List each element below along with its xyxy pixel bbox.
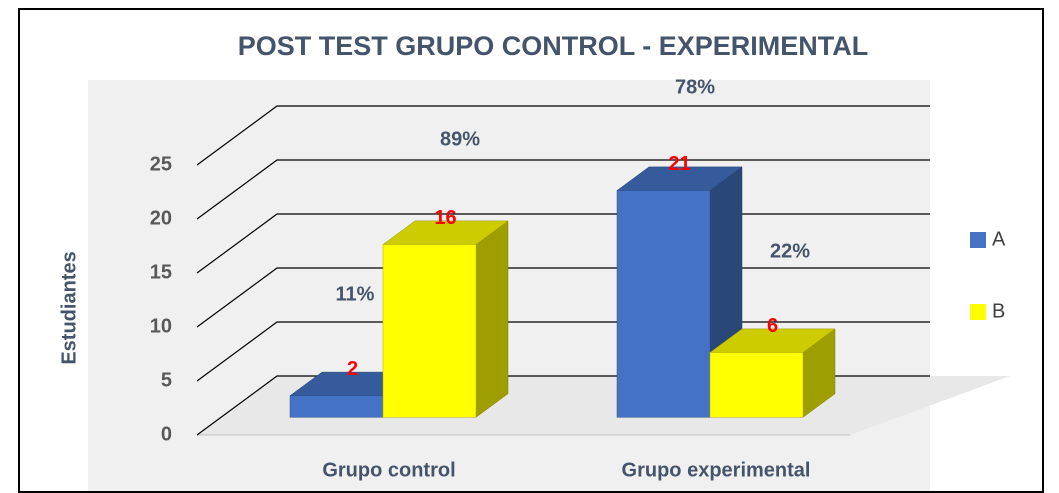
bar xyxy=(382,244,477,418)
legend-label: B xyxy=(992,300,1005,322)
bar xyxy=(616,190,711,418)
bar xyxy=(709,352,804,418)
annotation: 11% xyxy=(336,283,375,305)
legend-label: A xyxy=(992,228,1006,250)
y-tick-label: 10 xyxy=(150,315,172,337)
legend-swatch xyxy=(970,232,986,248)
bar-3d xyxy=(709,328,836,418)
bar-side xyxy=(475,220,509,418)
bar-3d xyxy=(616,166,743,418)
annotation: 89% xyxy=(440,128,480,150)
x-tick-label: Grupo control xyxy=(322,459,455,481)
data-label: 2 xyxy=(347,358,358,380)
grid-line xyxy=(196,105,930,166)
bar xyxy=(289,395,384,418)
grid-line xyxy=(196,159,930,220)
y-tick-label: 20 xyxy=(150,207,172,229)
annotation: 22% xyxy=(770,240,810,262)
y-axis-label: Estudiantes xyxy=(58,251,80,364)
y-tick-label: 15 xyxy=(150,261,172,283)
x-tick-label: Grupo experimental xyxy=(622,459,811,481)
bar-3d xyxy=(382,220,509,418)
legend-swatch xyxy=(970,304,986,320)
annotation: 78% xyxy=(675,76,715,98)
y-tick-label: 5 xyxy=(161,369,172,391)
y-tick-label: 0 xyxy=(161,423,172,445)
y-tick-label: 25 xyxy=(150,153,172,175)
data-label: 6 xyxy=(767,315,778,337)
data-label: 16 xyxy=(434,207,456,229)
chart-title: POST TEST GRUPO CONTROL - EXPERIMENTAL xyxy=(238,31,869,61)
data-label: 21 xyxy=(668,153,690,175)
